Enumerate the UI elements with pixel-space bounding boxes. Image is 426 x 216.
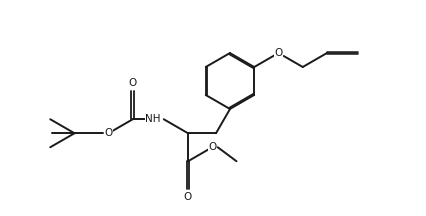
Text: O: O	[104, 128, 112, 138]
Text: O: O	[274, 48, 282, 58]
Text: NH: NH	[145, 114, 161, 124]
Text: O: O	[184, 192, 192, 202]
Text: O: O	[129, 78, 137, 88]
Text: O: O	[208, 142, 216, 152]
